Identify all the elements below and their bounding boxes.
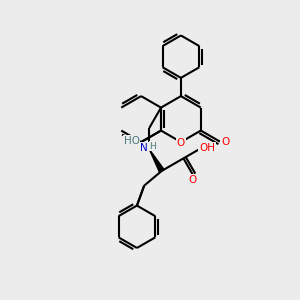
Text: H: H — [149, 142, 156, 151]
Text: O: O — [177, 138, 185, 148]
Polygon shape — [149, 149, 164, 172]
Text: HO: HO — [124, 136, 140, 146]
Text: O: O — [221, 136, 230, 147]
Text: OH: OH — [199, 143, 215, 153]
Text: O: O — [188, 175, 196, 185]
Text: N: N — [140, 143, 148, 153]
